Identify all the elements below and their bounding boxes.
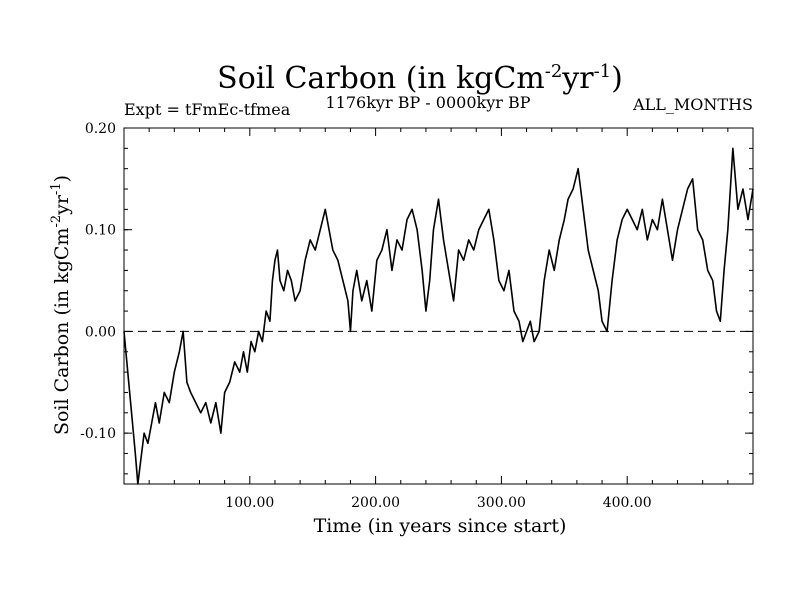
y-tick-label-1: 0.10 [85,223,116,239]
y-axis-label: Soil Carbon (in kgCm-2yr-1) [49,175,73,435]
series-line-0 [123,147,754,485]
plot-area: 0.20 0.10 0.00 -0.10 100.00 200.00 300.00 400.0… [80,121,754,511]
season-label: ALL_MONTHS [632,95,753,114]
x-tick-label-3: 400.00 [603,495,652,511]
y-tick-label-3: -0.10 [80,426,116,442]
y-tick-label-2: 0.00 [85,324,116,340]
x-tick-label-2: 300.00 [477,495,526,511]
y-tick-label-0: 0.20 [85,121,116,137]
x-axis-label: Time (in years since start) [314,515,567,537]
plot-frame [123,127,754,485]
chart-title: Soil Carbon (in kgCm-2yr-1) [217,61,623,96]
period-label: 1176kyr BP - 0000kyr BP [326,93,531,112]
experiment-label: Expt = tFmEc-tfmea [124,100,291,119]
x-tick-label-1: 200.00 [351,495,400,511]
x-tick-label-0: 100.00 [225,495,274,511]
